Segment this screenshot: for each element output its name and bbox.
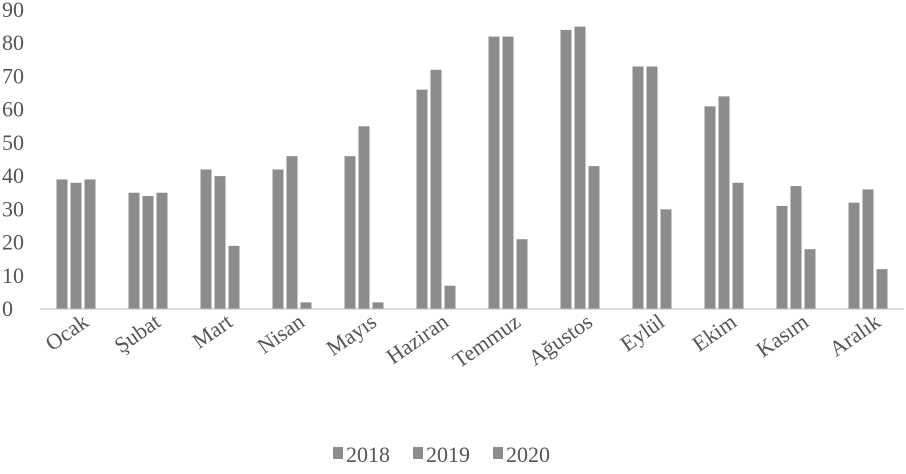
y-axis: 0 10 20 30 40 50 60 70 80 90 [2,0,24,321]
legend-swatch-2018 [333,447,343,459]
bar-2018-7 [560,29,572,310]
x-tick-label: Ocak [41,309,93,356]
bar-2019-2 [214,176,226,309]
bar-2019-11 [862,189,874,309]
y-tick-label: 30 [2,196,24,221]
bar-2020-2 [228,245,240,309]
bar-2019-9 [718,96,730,309]
legend-swatch-2019 [413,447,423,459]
legend-label-2019: 2019 [426,442,470,467]
bar-2018-6 [488,36,500,309]
bar-2020-7 [588,166,600,309]
x-tick-label: Temmuz [448,308,525,373]
legend-swatch-2020 [493,447,503,459]
x-tick-label: Ağustos [523,309,596,371]
x-tick-label: Şubat [109,309,164,358]
bar-2018-3 [272,169,284,309]
bar-2019-0 [70,182,82,309]
bar-2020-11 [876,269,888,309]
x-tick-label: Eylül [615,309,668,357]
x-tick-label: Aralık [824,309,884,362]
bars [56,26,888,310]
y-tick-label: 80 [2,30,24,55]
bar-2018-8 [632,66,644,309]
y-tick-label: 70 [2,63,24,88]
bar-2018-11 [848,202,860,309]
bar-2019-1 [142,196,154,309]
bar-2020-0 [84,179,96,309]
bar-2019-4 [358,126,370,310]
bar-2020-9 [732,182,744,309]
bar-2018-10 [776,206,788,309]
bar-2019-6 [502,36,514,309]
bar-2020-6 [516,239,528,309]
bar-2020-4 [372,302,384,309]
x-tick-label: Mayıs [321,309,380,361]
bar-2018-0 [56,179,68,309]
bar-2020-5 [444,285,456,309]
legend-label-2020: 2020 [506,442,550,467]
bar-2020-8 [660,209,672,309]
y-tick-label: 60 [2,97,24,122]
y-tick-label: 0 [2,296,13,321]
y-tick-label: 20 [2,230,24,255]
x-tick-label: Nisan [252,309,308,359]
bar-2019-8 [646,66,658,309]
bar-2020-1 [156,192,168,309]
bar-2020-3 [300,302,312,309]
y-tick-label: 40 [2,163,24,188]
bar-2019-7 [574,26,586,309]
x-tick-label: Ekim [687,309,740,357]
legend: 2018 2019 2020 [333,442,550,467]
legend-label-2018: 2018 [346,442,390,467]
x-tick-label: Mart [187,309,236,354]
y-tick-label: 50 [2,130,24,155]
x-tick-label: Kasım [751,309,812,362]
bar-2019-5 [430,69,442,309]
x-tick-label: Haziran [381,309,452,369]
bar-2018-9 [704,106,716,309]
x-axis: Ocak Şubat Mart Nisan Mayıs HaziranTemmuzAğus… [41,308,885,373]
y-tick-label: 90 [2,0,24,22]
bar-2019-10 [790,186,802,309]
y-tick-label: 10 [2,263,24,288]
bar-2018-4 [344,156,356,309]
bar-2018-1 [128,192,140,309]
bar-2019-3 [286,156,298,309]
bar-2018-5 [416,89,428,309]
bar-2018-2 [200,169,212,309]
bar-2020-10 [804,249,816,309]
